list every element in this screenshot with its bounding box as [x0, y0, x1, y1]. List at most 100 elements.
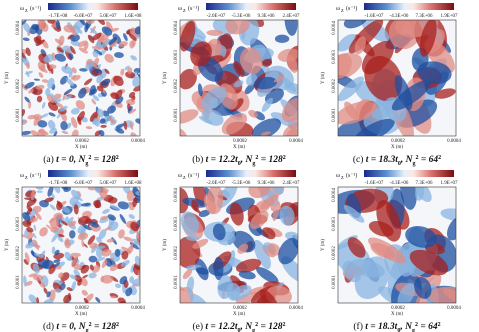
- vortex-blob: [135, 118, 140, 124]
- vortex-blob: [78, 47, 88, 54]
- y-axis-label: Y (m): [5, 72, 10, 84]
- vortex-blob: [89, 221, 99, 228]
- vortex-blob: [26, 71, 30, 78]
- vortex-blob: [396, 242, 419, 277]
- vortex-blob: [55, 20, 61, 30]
- y-axis-label: Y (m): [163, 72, 168, 84]
- caption-part: , N: [399, 322, 413, 332]
- vortex-blob: [85, 126, 93, 130]
- vortex-blob: [212, 223, 226, 241]
- caption-part: g: [85, 161, 88, 167]
- x-tick-label: 0.0002: [233, 139, 247, 144]
- vortex-blob: [180, 128, 188, 136]
- vortex-blob: [189, 293, 210, 303]
- vortex-blob: [113, 75, 124, 87]
- vortex-blob: [79, 20, 86, 26]
- vortex-blob: [64, 251, 73, 261]
- vortex-blob: [22, 212, 31, 222]
- vortex-blob: [96, 85, 104, 92]
- vortex-blob: [354, 36, 366, 55]
- vortex-blob: [70, 252, 82, 257]
- vortex-blob: [91, 98, 97, 105]
- vortex-blob: [123, 236, 134, 242]
- vortex-blob: [35, 39, 45, 47]
- y-tick-label: 0.0004: [174, 188, 179, 202]
- vortex-blob: [286, 128, 298, 136]
- vortex-blob: [278, 237, 298, 265]
- vortex-blob: [195, 267, 209, 275]
- vortex-blob: [261, 58, 273, 67]
- vortex-blob: [106, 238, 115, 243]
- vortex-blob: [96, 108, 104, 118]
- vortex-blob: [73, 263, 83, 270]
- caption-part: g: [252, 328, 255, 332]
- vortex-blob: [30, 130, 39, 136]
- caption-part: 0: [397, 328, 400, 332]
- vortex-blob: [95, 257, 106, 262]
- colorbar: [48, 3, 138, 10]
- colorbar-tick-label: 7.3E+06: [415, 14, 433, 19]
- vortex-blob: [73, 204, 79, 215]
- x-tick-label: 0.0004: [447, 139, 461, 144]
- vortex-blob: [129, 122, 134, 130]
- vortex-blob: [75, 100, 86, 110]
- x-tick-label: 0.0002: [75, 306, 89, 311]
- vortex-blob: [244, 83, 255, 95]
- colorbar: [364, 170, 454, 177]
- caption-part: 2: [415, 155, 418, 161]
- vortex-blob: [28, 294, 37, 303]
- caption-part: (c): [353, 154, 366, 165]
- vortex-blob: [92, 95, 100, 102]
- vortex-blob: [117, 201, 129, 210]
- vortex-blob: [114, 52, 124, 58]
- vortex-blob: [71, 281, 77, 292]
- vortex-blob: [132, 196, 138, 208]
- caption-part: (a): [43, 154, 56, 165]
- vortex-blob: [279, 205, 295, 226]
- vortex-blob: [368, 220, 394, 237]
- vortex-blob: [134, 255, 140, 266]
- vortex-blob: [217, 275, 233, 300]
- vortex-blob: [125, 287, 133, 297]
- caption-part: 2: [438, 155, 441, 161]
- vortex-blob: [92, 265, 101, 273]
- vortex-blob: [405, 225, 437, 248]
- vortex-blob: [36, 95, 43, 103]
- vortex-blob: [83, 78, 93, 86]
- vortex-blob: [353, 118, 395, 136]
- vortex-blob: [414, 187, 432, 203]
- x-tick-label: 0.0002: [233, 306, 247, 311]
- vortex-blob: [43, 54, 55, 63]
- vortex-blob: [190, 41, 212, 67]
- colorbar: [364, 3, 454, 10]
- vortex-blob: [28, 88, 34, 94]
- colorbar-tick-label: 5.0E+07: [99, 181, 117, 186]
- colorbar-tick-label: -4.3E+06: [390, 14, 409, 19]
- y-tick-label: 0.0003: [332, 217, 337, 231]
- vortex-blob: [32, 263, 40, 274]
- vortex-blob: [104, 53, 114, 63]
- vortex-blob: [427, 286, 456, 303]
- vortex-blob: [391, 79, 431, 111]
- panel: ω z (s⁻¹) -1.6E+07 -4.3E+06 7.3E+06 1.9E+07 0.0…: [321, 3, 461, 167]
- vortex-blob: [108, 37, 118, 46]
- vortex-blob: [93, 187, 101, 193]
- y-axis-label: Y (m): [321, 239, 326, 251]
- y-tick-label: 0.0001: [174, 108, 179, 122]
- vortex-blob: [63, 187, 72, 193]
- vortex-blob: [70, 74, 77, 80]
- caption-part: 0: [398, 161, 401, 167]
- vortex-blob: [127, 67, 133, 75]
- vortex-blob: [114, 248, 121, 257]
- colorbar-tick-label: 9.3E+06: [257, 14, 275, 19]
- y-tick-label: 0.0001: [332, 108, 337, 122]
- vortex-blob: [40, 113, 49, 118]
- vortex-blob: [36, 190, 43, 193]
- vortex-blob: [180, 68, 197, 90]
- caption: (e) t = 12.2t0, Ng2 = 1282: [192, 321, 285, 332]
- caption-part: g: [412, 161, 415, 167]
- panel: ω z (s⁻¹) -1.7E+08 -6.0E+07 5.0E+07 1.6E+08 0.0…: [5, 3, 145, 167]
- colorbar-tick-label: -2.0E+07: [207, 181, 226, 186]
- vortex-blob: [46, 94, 55, 103]
- vortex-blob: [115, 123, 125, 129]
